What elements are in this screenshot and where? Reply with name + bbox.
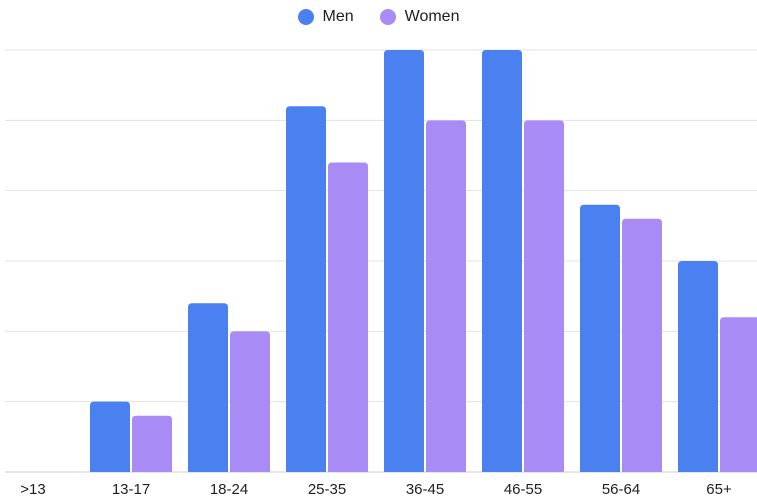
x-tick-label: 13-17 <box>112 481 150 498</box>
x-axis-tick-labels: >13 13-17 18-24 25-35 36-45 46-55 56-64 65+ <box>20 481 732 498</box>
bar-men-46-55[interactable] <box>482 50 522 472</box>
bar-women-65+[interactable] <box>720 317 757 472</box>
x-tick-label: 36-45 <box>406 481 444 498</box>
bar-men-36-45[interactable] <box>384 50 424 472</box>
bar-men-65+[interactable] <box>678 261 718 472</box>
bar-women-18-24[interactable] <box>230 331 270 472</box>
x-tick-label: >13 <box>20 481 45 498</box>
x-tick-label: 56-64 <box>602 481 640 498</box>
legend-swatch-men <box>297 9 314 25</box>
x-tick-label: 18-24 <box>210 481 248 498</box>
x-tick-label: 65+ <box>706 481 732 498</box>
bar-women-46-55[interactable] <box>524 120 564 472</box>
bar-women-13-17[interactable] <box>132 415 172 472</box>
bars <box>90 50 757 473</box>
x-tick-label: 46-55 <box>504 481 542 498</box>
legend-swatch-women <box>379 9 396 25</box>
bar-men-25-35[interactable] <box>286 106 326 473</box>
bar-men-56-64[interactable] <box>580 204 620 472</box>
bar-women-36-45[interactable] <box>426 120 466 472</box>
chart-legend: Men Women <box>0 8 757 26</box>
legend-label-men: Men <box>322 8 354 25</box>
legend-label-women: Women <box>404 8 460 25</box>
x-tick-label: 25-35 <box>308 481 346 498</box>
bar-women-56-64[interactable] <box>622 218 662 472</box>
legend-item-men[interactable]: Men <box>297 8 354 26</box>
bar-men-13-17[interactable] <box>90 401 130 472</box>
bar-men-18-24[interactable] <box>188 303 228 472</box>
bar-women-25-35[interactable] <box>328 162 368 473</box>
legend-item-women[interactable]: Women <box>379 8 460 26</box>
